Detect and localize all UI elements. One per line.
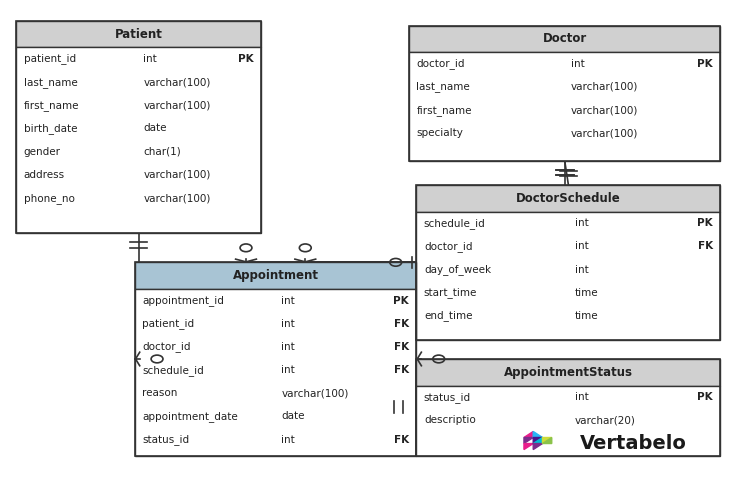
Text: doctor_id: doctor_id: [417, 58, 465, 69]
Text: end_time: end_time: [424, 311, 472, 321]
Text: patient_id: patient_id: [24, 53, 76, 64]
Bar: [409, 26, 720, 161]
Text: status_id: status_id: [424, 392, 471, 402]
Text: last_name: last_name: [417, 82, 470, 92]
Text: FK: FK: [394, 365, 409, 375]
Text: PK: PK: [238, 54, 254, 64]
Bar: [417, 185, 720, 340]
Polygon shape: [524, 444, 533, 450]
Text: PK: PK: [697, 392, 713, 402]
Bar: [16, 21, 261, 233]
FancyBboxPatch shape: [16, 47, 261, 233]
Text: FK: FK: [394, 434, 409, 445]
Text: address: address: [24, 170, 65, 180]
Text: appointment_id: appointment_id: [142, 295, 224, 306]
Polygon shape: [542, 437, 552, 444]
Text: int: int: [281, 342, 295, 352]
Polygon shape: [533, 437, 542, 444]
Polygon shape: [524, 432, 533, 437]
Text: int: int: [281, 295, 295, 306]
Text: varchar(100): varchar(100): [144, 193, 211, 203]
Text: Patient: Patient: [115, 28, 162, 40]
Text: varchar(100): varchar(100): [144, 100, 211, 110]
Text: varchar(100): varchar(100): [571, 128, 638, 139]
Text: int: int: [574, 218, 589, 228]
Text: varchar(100): varchar(100): [571, 105, 638, 115]
Text: reason: reason: [142, 388, 178, 399]
FancyBboxPatch shape: [417, 359, 720, 385]
Text: FK: FK: [394, 319, 409, 329]
Polygon shape: [533, 432, 542, 437]
FancyBboxPatch shape: [417, 385, 720, 455]
Bar: [135, 262, 417, 455]
Text: phone_no: phone_no: [24, 192, 74, 204]
Text: time: time: [574, 311, 598, 321]
Text: first_name: first_name: [417, 104, 472, 116]
Text: doctor_id: doctor_id: [142, 342, 190, 352]
Text: status_id: status_id: [142, 434, 189, 445]
Text: varchar(20): varchar(20): [574, 416, 635, 425]
Text: specialty: specialty: [417, 128, 464, 139]
Text: char(1): char(1): [144, 147, 181, 156]
Text: int: int: [281, 365, 295, 375]
Text: start_time: start_time: [424, 287, 477, 298]
Text: time: time: [574, 288, 598, 298]
Polygon shape: [542, 437, 552, 444]
Text: patient_id: patient_id: [142, 318, 194, 329]
Text: FK: FK: [698, 242, 713, 251]
Text: doctor_id: doctor_id: [424, 241, 472, 252]
Text: Appointment: Appointment: [233, 269, 318, 282]
Text: first_name: first_name: [24, 100, 79, 111]
FancyBboxPatch shape: [409, 52, 720, 161]
Text: schedule_id: schedule_id: [424, 218, 486, 228]
Text: int: int: [281, 434, 295, 445]
Polygon shape: [533, 444, 542, 450]
Text: varchar(100): varchar(100): [571, 82, 638, 92]
FancyBboxPatch shape: [135, 289, 417, 455]
Text: schedule_id: schedule_id: [142, 364, 204, 376]
Text: descriptio: descriptio: [424, 416, 475, 425]
Text: int: int: [571, 59, 585, 69]
Text: varchar(100): varchar(100): [144, 170, 211, 180]
Text: last_name: last_name: [24, 77, 77, 87]
Text: Doctor: Doctor: [542, 33, 587, 45]
Bar: [417, 359, 720, 455]
Text: varchar(100): varchar(100): [281, 388, 349, 399]
FancyBboxPatch shape: [135, 262, 417, 289]
Text: int: int: [574, 392, 589, 402]
Text: date: date: [281, 412, 305, 421]
Text: int: int: [574, 242, 589, 251]
FancyBboxPatch shape: [417, 185, 720, 211]
Text: day_of_week: day_of_week: [424, 264, 491, 275]
Text: int: int: [144, 54, 157, 64]
Polygon shape: [533, 437, 542, 444]
Text: PK: PK: [697, 59, 713, 69]
Text: birth_date: birth_date: [24, 123, 77, 134]
Polygon shape: [524, 437, 533, 444]
Text: PK: PK: [394, 295, 409, 306]
Text: Vertabelo: Vertabelo: [580, 434, 687, 453]
Text: int: int: [281, 319, 295, 329]
Text: int: int: [574, 264, 589, 275]
Text: appointment_date: appointment_date: [142, 411, 238, 422]
Text: AppointmentStatus: AppointmentStatus: [504, 366, 633, 379]
FancyBboxPatch shape: [16, 21, 261, 47]
FancyBboxPatch shape: [417, 211, 720, 340]
FancyBboxPatch shape: [409, 26, 720, 52]
Text: gender: gender: [24, 147, 60, 156]
Text: FK: FK: [394, 342, 409, 352]
Text: date: date: [144, 123, 167, 134]
Text: PK: PK: [697, 218, 713, 228]
Text: varchar(100): varchar(100): [144, 77, 211, 87]
Text: DoctorSchedule: DoctorSchedule: [516, 192, 620, 205]
